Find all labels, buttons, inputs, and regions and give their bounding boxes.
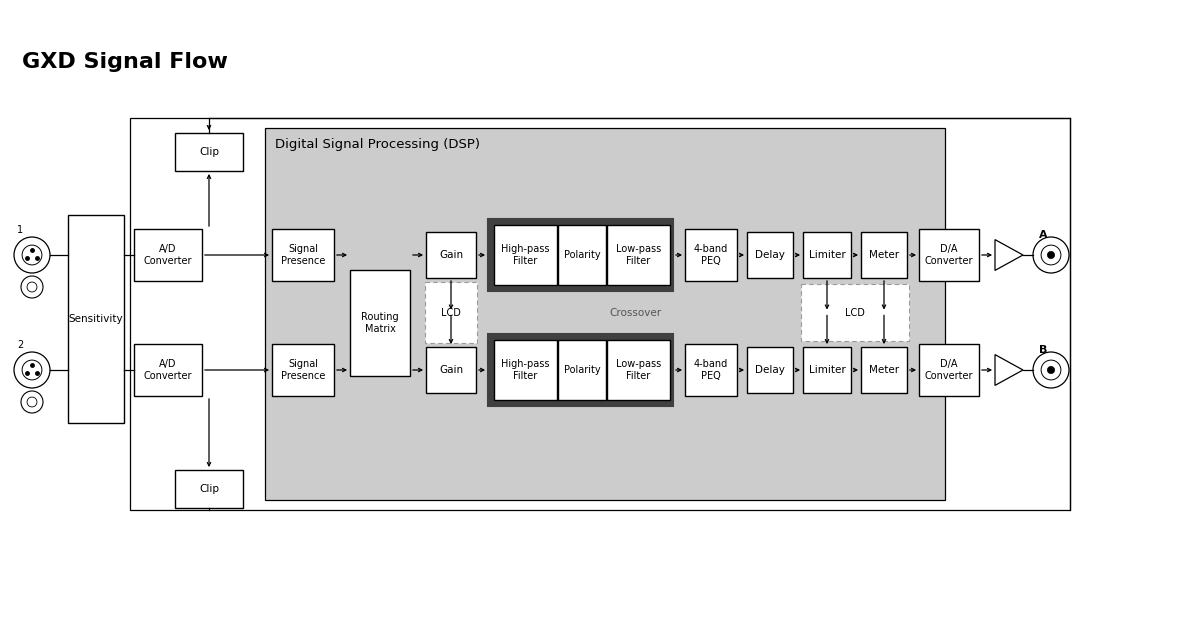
Text: A/D
Converter: A/D Converter	[144, 244, 192, 266]
Bar	[862, 232, 907, 278]
Bar	[494, 340, 557, 400]
Text: Gain: Gain	[439, 365, 463, 375]
Text: Meter: Meter	[869, 250, 899, 260]
Text: D/A
Converter: D/A Converter	[925, 244, 973, 266]
Text: B: B	[1039, 345, 1048, 355]
Bar	[607, 225, 670, 285]
Bar	[558, 225, 606, 285]
Text: D/A
Converter: D/A Converter	[925, 359, 973, 381]
Bar	[68, 215, 124, 423]
Text: Delay: Delay	[755, 250, 785, 260]
Text: A/D
Converter: A/D Converter	[144, 359, 192, 381]
Bar	[919, 229, 979, 281]
Bar	[802, 284, 910, 341]
Text: Crossover: Crossover	[608, 307, 661, 318]
Text: Sensitivity: Sensitivity	[68, 314, 124, 324]
Circle shape	[1048, 367, 1055, 374]
Bar	[685, 344, 737, 396]
Bar	[494, 225, 557, 285]
Text: Routing
Matrix: Routing Matrix	[361, 312, 398, 334]
Bar	[862, 347, 907, 393]
Bar	[175, 133, 242, 171]
Text: Low-pass
Filter: Low-pass Filter	[616, 359, 661, 381]
Text: High-pass
Filter: High-pass Filter	[502, 359, 550, 381]
Bar	[426, 232, 476, 278]
Text: LCD: LCD	[442, 307, 461, 318]
Bar	[134, 229, 202, 281]
Text: Delay: Delay	[755, 365, 785, 375]
Bar	[425, 282, 478, 343]
Text: 2: 2	[17, 340, 23, 350]
Text: Clip: Clip	[199, 484, 220, 494]
Text: A: A	[1039, 230, 1048, 240]
Text: 4-band
PEQ: 4-band PEQ	[694, 244, 728, 266]
Text: Digital Signal Processing (DSP): Digital Signal Processing (DSP)	[275, 138, 480, 151]
Bar	[558, 340, 606, 400]
Text: Polarity: Polarity	[564, 365, 600, 375]
Bar	[803, 347, 851, 393]
Text: Gain: Gain	[439, 250, 463, 260]
Bar	[272, 344, 334, 396]
Circle shape	[1048, 251, 1055, 258]
Text: Polarity: Polarity	[564, 250, 600, 260]
Bar	[488, 219, 673, 291]
Text: Limiter: Limiter	[809, 365, 845, 375]
Bar	[607, 340, 670, 400]
Bar	[919, 344, 979, 396]
Text: LCD: LCD	[845, 307, 865, 318]
Bar	[746, 347, 793, 393]
Bar	[488, 334, 673, 406]
Bar	[803, 232, 851, 278]
Bar	[426, 347, 476, 393]
Text: Limiter: Limiter	[809, 250, 845, 260]
Text: High-pass
Filter: High-pass Filter	[502, 244, 550, 266]
Bar	[746, 232, 793, 278]
Text: Clip: Clip	[199, 147, 220, 157]
Bar	[134, 344, 202, 396]
Bar	[130, 118, 1070, 510]
Text: Low-pass
Filter: Low-pass Filter	[616, 244, 661, 266]
Bar	[350, 270, 410, 376]
Text: Signal
Presence: Signal Presence	[281, 244, 325, 266]
Bar	[272, 229, 334, 281]
Text: 1: 1	[17, 225, 23, 235]
Text: Meter: Meter	[869, 365, 899, 375]
Text: Signal
Presence: Signal Presence	[281, 359, 325, 381]
Bar	[685, 229, 737, 281]
Text: 4-band
PEQ: 4-band PEQ	[694, 359, 728, 381]
Bar	[265, 128, 946, 500]
Bar	[175, 470, 242, 508]
Text: GXD Signal Flow: GXD Signal Flow	[22, 52, 228, 72]
